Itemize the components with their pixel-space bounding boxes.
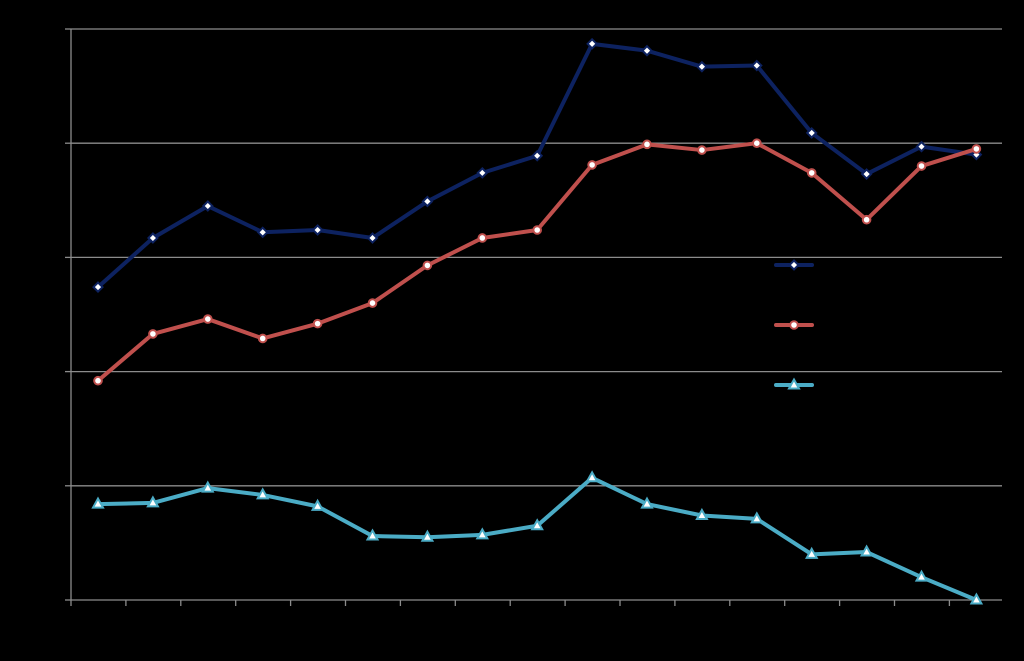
legend-marker-1 [788,259,800,271]
data-point-2 [806,168,817,178]
data-point-1 [531,149,544,162]
data-point-2 [697,145,707,155]
data-point-3 [805,546,819,559]
series-line-2 [96,141,979,383]
series-lines [91,37,984,605]
data-point-1 [695,60,708,73]
data-point-1 [586,37,599,50]
data-point-3 [640,496,654,509]
data-point-2 [477,233,488,243]
data-point-3 [256,487,270,500]
series-line-1 [96,41,979,290]
data-point-3 [365,528,380,541]
data-point-1 [915,140,928,153]
data-point-3 [310,498,325,511]
data-point-3 [969,592,984,605]
data-point-2 [422,260,433,271]
data-point-3 [91,496,105,509]
data-point-1 [311,224,324,236]
axes [65,28,1002,606]
data-point-1 [805,127,818,139]
data-point-1 [366,232,379,244]
legend-marker-2 [789,320,799,330]
data-point-2 [587,160,597,170]
data-point-2 [312,318,323,329]
data-point-2 [642,139,652,150]
data-point-1 [92,281,104,294]
data-point-1 [860,168,873,180]
data-point-1 [750,59,763,72]
data-point-2 [971,144,982,154]
data-point-3 [585,470,599,483]
data-point-1 [641,44,653,57]
data-point-2 [861,214,872,225]
data-point-3 [530,518,544,531]
legend-marker-3 [787,377,801,390]
data-point-3 [914,569,929,582]
gridlines [71,28,1002,487]
data-point-3 [201,480,215,493]
data-point-2 [203,314,213,324]
data-point-2 [148,329,158,339]
data-point-2 [916,161,927,171]
data-point-2 [752,138,762,148]
data-point-3 [475,527,489,540]
data-point-2 [257,333,268,344]
data-point-3 [695,507,709,520]
data-point-2 [367,298,378,308]
data-point-1 [256,226,269,239]
data-point-1 [146,232,159,244]
data-point-3 [146,495,160,508]
data-point-3 [750,511,764,524]
data-point-1 [476,166,489,179]
data-point-3 [859,544,874,557]
data-point-1 [421,195,434,208]
legend [774,259,814,390]
series-line-3 [96,475,979,602]
data-point-2 [93,375,103,386]
data-point-3 [420,529,435,542]
data-point-2 [532,225,543,235]
data-point-1 [201,200,214,212]
